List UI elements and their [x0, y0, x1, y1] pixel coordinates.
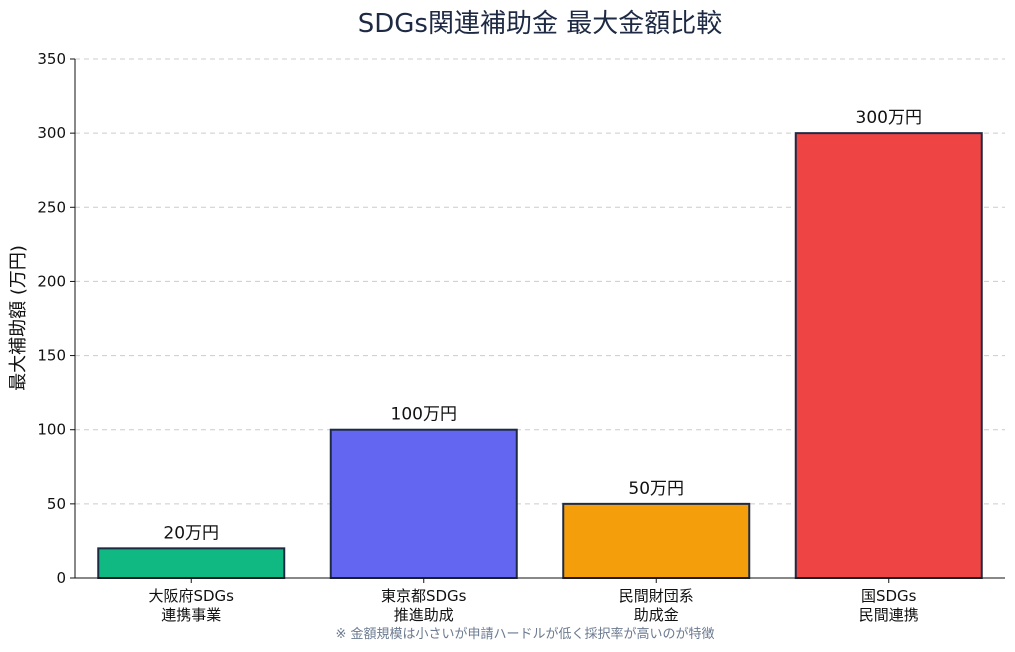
- footnote: ※ 金額規模は小さいが申請ハードルが低く採択率が高いのが特徴: [335, 626, 714, 642]
- x-tick-label: 東京都SDGs 推進助成: [381, 587, 467, 624]
- bar: [794, 132, 983, 579]
- y-tick-label: 200: [37, 272, 66, 290]
- x-tick-label: 大阪府SDGs 連携事業: [148, 587, 234, 624]
- bar-value-labels: 20万円 100万円 50万円 300万円: [163, 108, 922, 543]
- bar: [562, 502, 751, 580]
- y-tick-label: 100: [37, 421, 66, 439]
- bar-value-label: 100万円: [391, 405, 457, 425]
- y-tick-label: 300: [37, 124, 66, 142]
- y-tick-label: 50: [47, 495, 66, 513]
- x-tick-labels: 大阪府SDGs 連携事業 東京都SDGs 推進助成 民間財団系助成金 国SDGs 民間連携: [148, 587, 918, 624]
- bars: [97, 132, 983, 580]
- y-tick-label: 0: [56, 569, 66, 587]
- bar: [97, 547, 286, 579]
- x-tick-label: 国SDGs 民間連携: [859, 587, 919, 624]
- axes: 0 50 100 150 200 250 300 350: [37, 50, 1005, 587]
- y-axis-label: 最大補助額 (万円): [8, 245, 29, 391]
- chart-title: SDGs関連補助金 最大金額比較: [358, 9, 722, 39]
- y-tick-label: 350: [37, 50, 66, 68]
- y-tick-label: 150: [37, 347, 66, 365]
- bar-value-label: 300万円: [856, 108, 922, 128]
- y-tick-label: 250: [37, 198, 66, 216]
- x-tick-label: 民間財団系助成金: [619, 587, 694, 624]
- bar: [329, 428, 518, 580]
- bar-value-label: 50万円: [628, 479, 684, 499]
- bar-value-label: 20万円: [163, 523, 219, 543]
